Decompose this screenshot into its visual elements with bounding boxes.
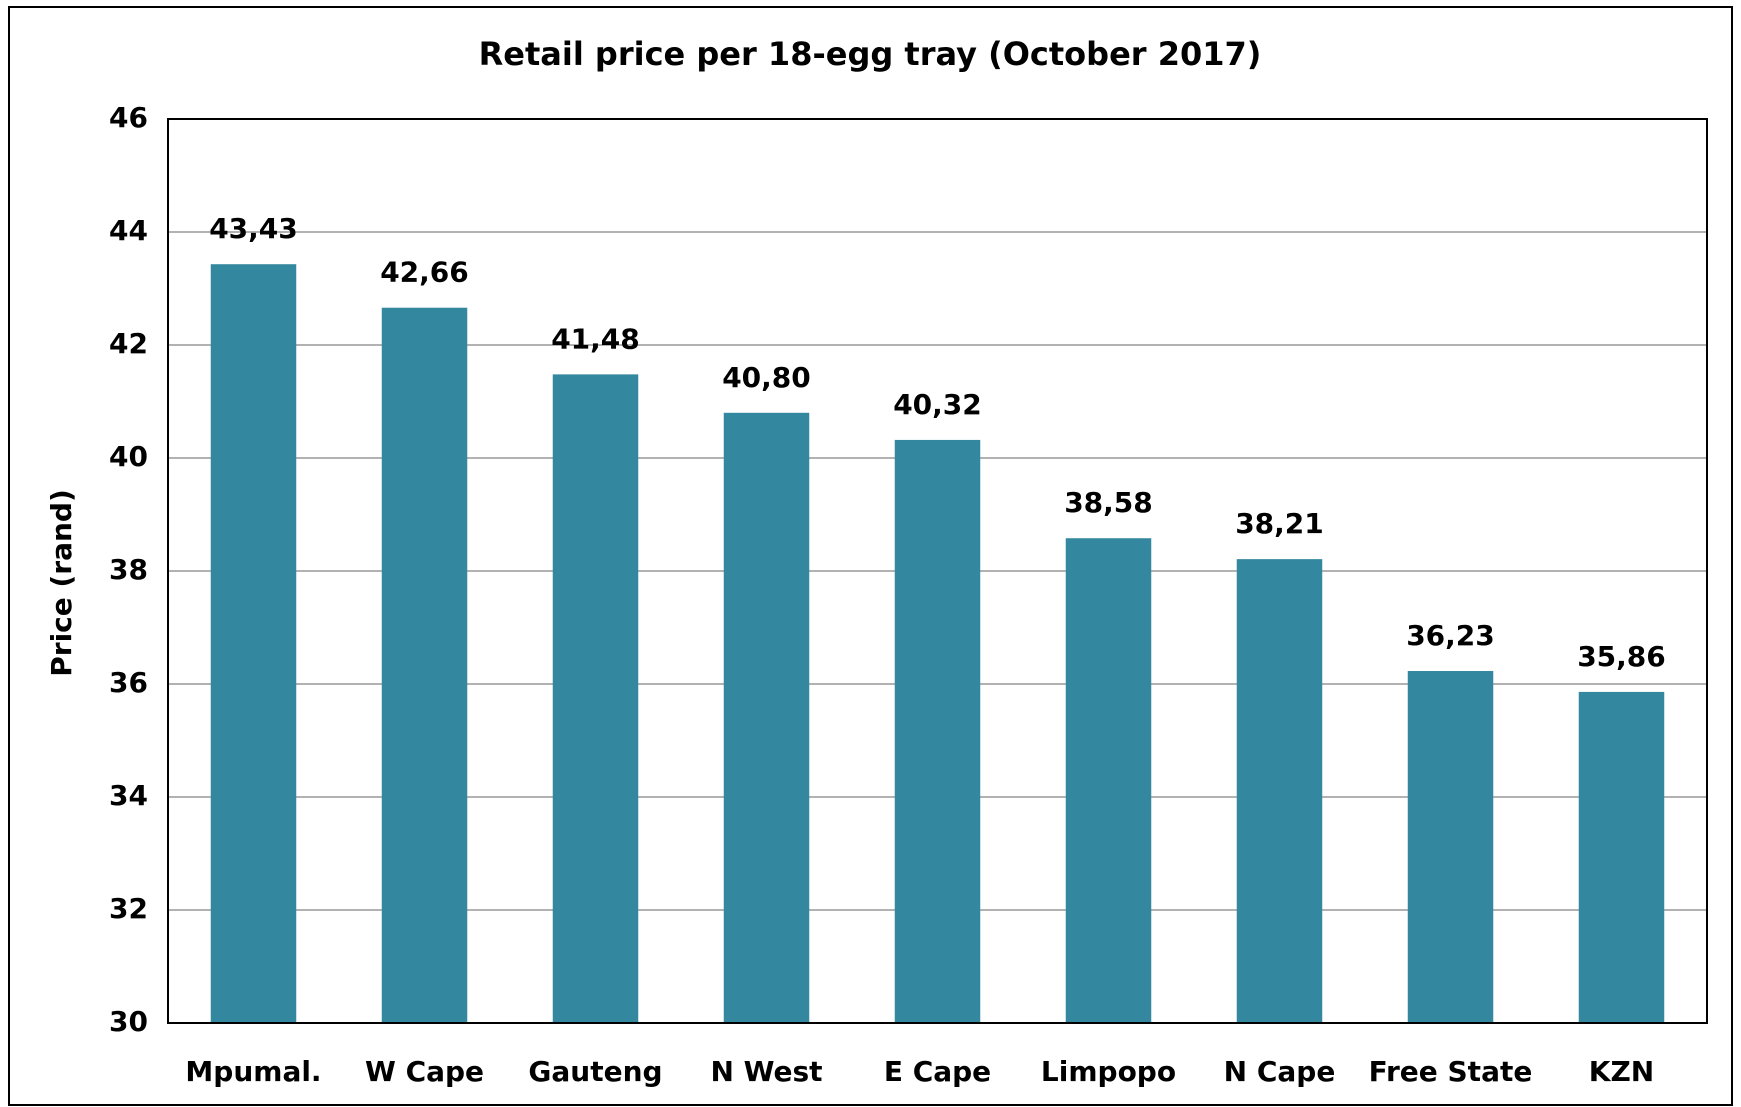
bar xyxy=(894,439,981,1023)
y-tick-label: 36 xyxy=(109,666,148,699)
x-tick-label: KZN xyxy=(1589,1055,1654,1088)
y-tick-label: 38 xyxy=(109,553,148,586)
bar xyxy=(210,264,297,1024)
y-tick-label: 32 xyxy=(109,892,148,925)
bar xyxy=(381,307,468,1024)
x-tick-label: Mpumal. xyxy=(185,1055,321,1088)
x-tick-label: Free State xyxy=(1369,1055,1533,1088)
x-tick-label: W Cape xyxy=(365,1055,484,1088)
data-label: 42,66 xyxy=(380,256,469,289)
bar xyxy=(723,412,810,1023)
data-label: 36,23 xyxy=(1406,619,1495,652)
y-tick-label: 46 xyxy=(109,101,148,134)
bar xyxy=(1578,691,1665,1023)
bar xyxy=(552,374,639,1023)
data-label: 38,58 xyxy=(1064,486,1153,519)
x-tick-label: E Cape xyxy=(884,1055,991,1088)
bar xyxy=(1407,671,1494,1023)
data-label: 43,43 xyxy=(209,212,298,245)
x-tick-label: N Cape xyxy=(1224,1055,1336,1088)
data-label: 40,32 xyxy=(893,388,982,421)
chart-title: Retail price per 18-egg tray (October 20… xyxy=(479,35,1262,73)
bar xyxy=(1065,538,1152,1023)
x-tick-label: N West xyxy=(710,1055,822,1088)
y-tick-label: 40 xyxy=(109,440,148,473)
x-tick-label: Gauteng xyxy=(528,1055,662,1088)
y-axis-label: Price (rand) xyxy=(45,489,78,677)
x-tick-label: Limpopo xyxy=(1041,1055,1176,1088)
data-label: 41,48 xyxy=(551,322,640,355)
data-label: 38,21 xyxy=(1235,507,1324,540)
y-tick-label: 30 xyxy=(109,1005,148,1038)
bar xyxy=(1236,559,1323,1023)
data-label: 35,86 xyxy=(1577,640,1666,673)
data-label: 40,80 xyxy=(722,361,811,394)
y-tick-label: 44 xyxy=(109,214,148,247)
y-tick-label: 34 xyxy=(109,779,148,812)
plot-border xyxy=(167,118,1708,1024)
y-tick-label: 42 xyxy=(109,327,148,360)
